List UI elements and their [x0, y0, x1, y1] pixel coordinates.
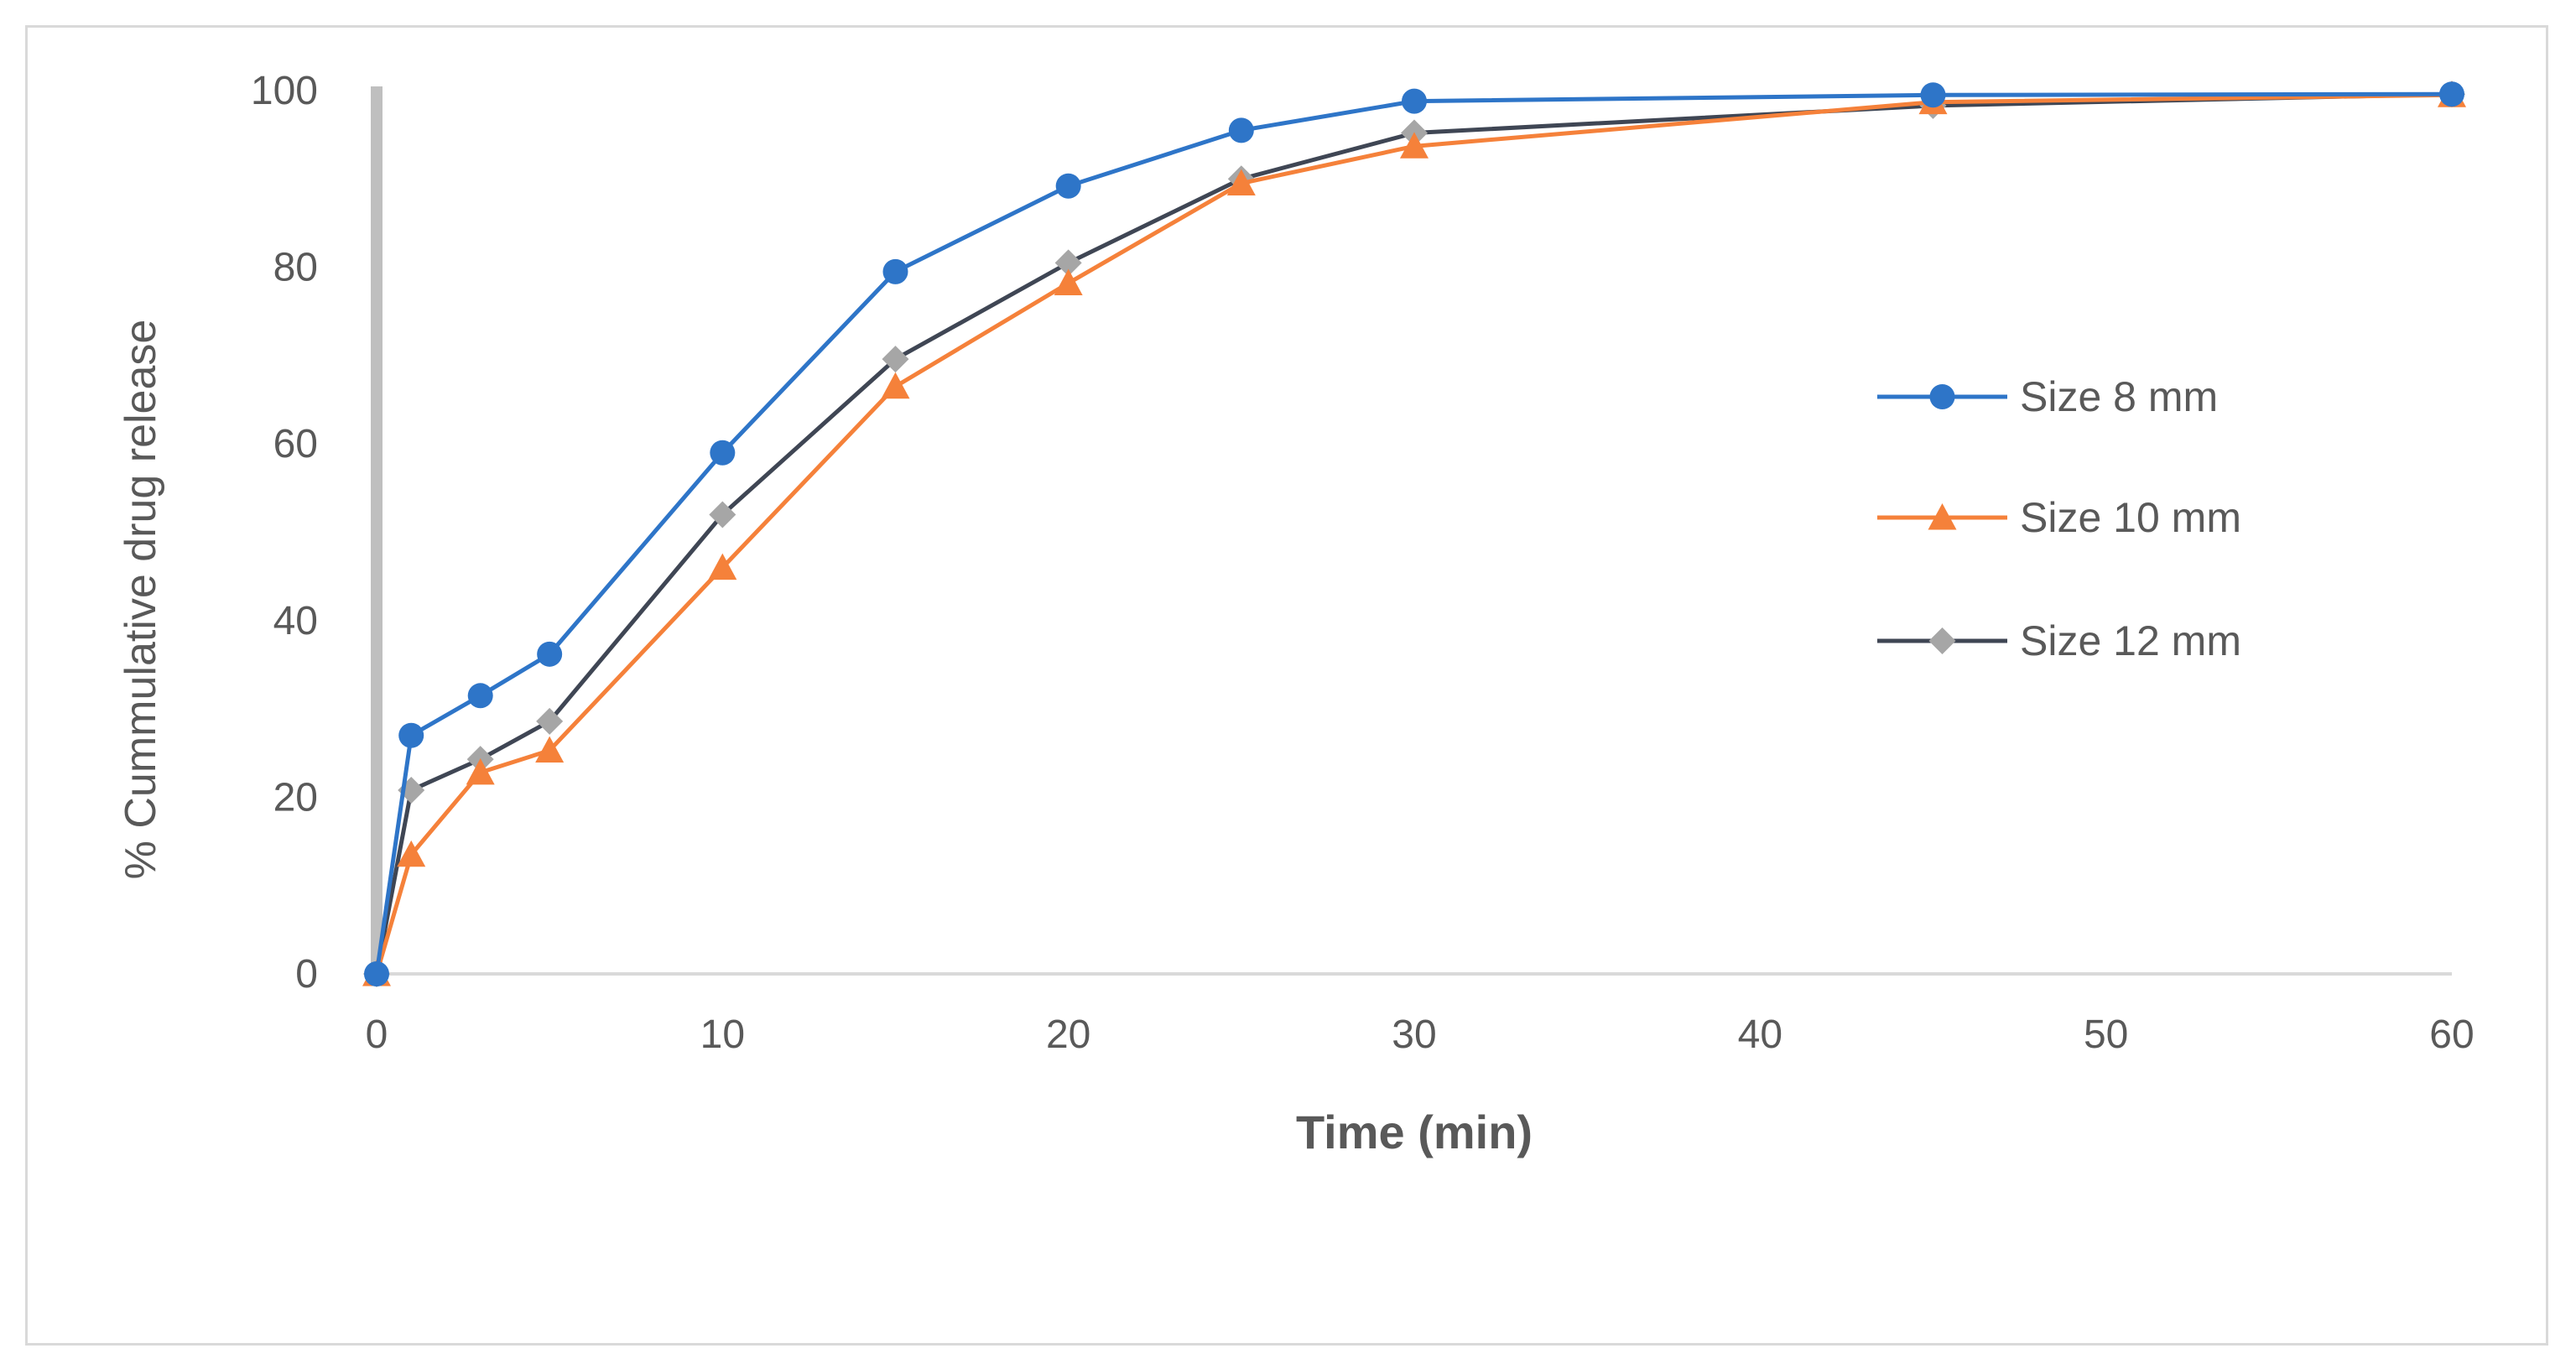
legend-label: Size 10 mm — [2020, 494, 2241, 541]
y-axis-title: % Cummulative drug release — [117, 320, 165, 880]
x-axis-title: Time (min) — [1296, 1106, 1533, 1158]
y-tick-label: 40 — [273, 599, 318, 643]
series-size-8-mm — [364, 81, 2464, 986]
x-tick-label: 60 — [2429, 1012, 2474, 1057]
data-point — [710, 440, 736, 466]
data-point — [466, 757, 495, 785]
y-tick-label: 60 — [273, 422, 318, 466]
x-tick-label: 10 — [700, 1012, 745, 1057]
tick-labels: 0 20 40 60 80 100 0 10 20 30 40 50 60 — [251, 69, 2475, 1057]
data-point — [537, 641, 563, 667]
series-layer — [362, 81, 2466, 987]
y-tick-label: 80 — [273, 246, 318, 290]
data-point — [1400, 132, 1429, 159]
legend-label: Size 8 mm — [2020, 373, 2218, 420]
data-point — [708, 553, 737, 580]
data-point — [397, 840, 426, 867]
legend-marker — [1929, 384, 1955, 409]
legend-entry: Size 10 mm — [1877, 494, 2241, 541]
y-tick-label: 20 — [273, 775, 318, 820]
data-point — [1055, 173, 1081, 199]
data-point — [1226, 169, 1256, 196]
data-point — [2439, 81, 2464, 107]
data-point — [709, 501, 736, 528]
y-tick-label: 0 — [295, 952, 318, 997]
legend-label: Size 12 mm — [2020, 617, 2241, 664]
data-point — [1054, 249, 1082, 277]
legend-entry: Size 12 mm — [1877, 617, 2241, 664]
legend-marker — [1928, 503, 1957, 530]
x-tick-label: 50 — [2084, 1012, 2128, 1057]
x-tick-label: 40 — [1738, 1012, 1782, 1057]
x-tick-label: 0 — [366, 1012, 388, 1057]
data-point — [535, 736, 565, 763]
data-point — [398, 722, 424, 748]
y-tick-label: 100 — [251, 69, 318, 113]
data-point — [1920, 82, 1946, 108]
legend-entry: Size 8 mm — [1877, 373, 2218, 420]
legend: Size 8 mm Size 10 mm Size 12 mm — [1877, 373, 2241, 664]
data-point — [1402, 88, 1427, 114]
data-point — [882, 258, 908, 284]
axes — [371, 86, 2452, 976]
data-point — [1228, 117, 1254, 143]
data-point — [364, 961, 389, 986]
data-point — [1054, 268, 1083, 296]
legend-marker — [1928, 627, 1956, 654]
data-point — [881, 372, 910, 399]
x-tick-label: 20 — [1046, 1012, 1090, 1057]
data-point — [467, 683, 493, 709]
x-tick-label: 30 — [1392, 1012, 1436, 1057]
chart-frame: 0 20 40 60 80 100 0 10 20 30 40 50 60 Size 8 mm Size … — [25, 25, 2548, 1346]
data-point — [536, 707, 564, 735]
data-point — [882, 346, 909, 373]
